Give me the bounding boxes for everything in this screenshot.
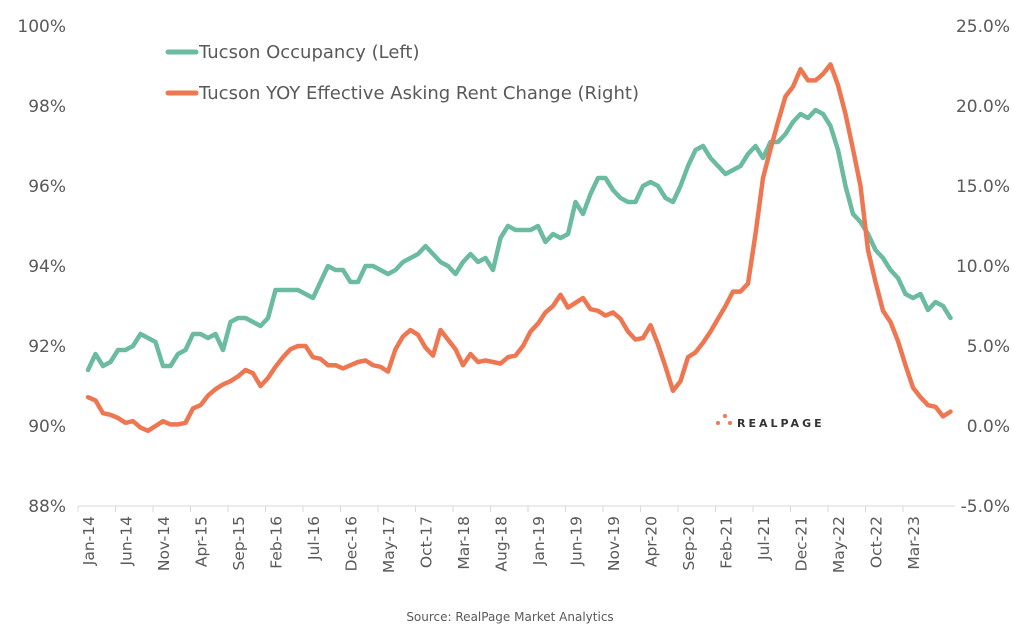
left-tick-label: 98% [28, 97, 66, 117]
logo-dots-icon [716, 414, 732, 425]
x-tick-label: Aug-18 [493, 516, 511, 572]
right-y-axis: -5.0% 0.0% 5.0% 10.0% 15.0% 20.0% 25.0% [956, 17, 1010, 517]
x-tick-label: Sep-20 [680, 516, 698, 571]
legend-label-occupancy: Tucson Occupancy (Left) [198, 42, 420, 63]
x-tick-label: Apr-20 [643, 516, 661, 567]
x-tick-label: Oct-17 [418, 516, 436, 568]
legend-label-rent: Tucson YOY Effective Asking Rent Change … [198, 83, 639, 104]
x-tick-label: Mar-23 [905, 516, 923, 570]
left-y-axis: 88% 90% 92% 94% 96% 98% 100% [17, 17, 66, 517]
logo-text: REALPAGE [737, 417, 825, 430]
right-tick-label: 10.0% [956, 257, 1010, 277]
source-label: Source: RealPage Market Analytics [406, 610, 613, 624]
x-tick-label: May-17 [380, 516, 398, 573]
x-tick-label: Jul-21 [755, 516, 773, 561]
x-tick-label: Feb-16 [268, 516, 286, 569]
left-tick-label: 100% [17, 17, 66, 37]
right-tick-label: -5.0% [961, 497, 1010, 517]
x-tick-label: Oct-22 [868, 516, 886, 568]
x-tick-label: Jul-16 [305, 516, 323, 561]
right-tick-label: 20.0% [956, 97, 1010, 117]
x-tick-label: Jan-19 [530, 516, 548, 566]
x-tick-label: Apr-15 [193, 516, 211, 567]
rent-change-line [85, 62, 953, 434]
x-tick-label: Jun-14 [118, 516, 136, 567]
x-tick-label: Feb-21 [718, 516, 736, 569]
x-tick-label: Dec-16 [343, 516, 361, 571]
right-tick-label: 25.0% [956, 17, 1010, 37]
x-tick-label: Nov-14 [155, 516, 173, 571]
left-tick-label: 96% [28, 177, 66, 197]
left-tick-label: 90% [28, 417, 66, 437]
x-tick-label: Nov-19 [605, 516, 623, 571]
occupancy-line [85, 107, 953, 373]
x-tick-label: Mar-18 [455, 516, 473, 570]
left-tick-label: 92% [28, 337, 66, 357]
x-tick-label: Dec-21 [793, 516, 811, 571]
right-tick-label: 15.0% [956, 177, 1010, 197]
legend: Tucson Occupancy (Left) Tucson YOY Effec… [165, 42, 639, 104]
x-axis: Jan-14 Jun-14 Nov-14 Apr-15 Sep-15 Feb-16 Jul-… [77, 505, 955, 573]
x-tick-label: Jun-19 [568, 516, 586, 567]
left-tick-label: 94% [28, 257, 66, 277]
x-tick-label: Jan-14 [80, 516, 98, 566]
right-tick-label: 5.0% [967, 337, 1010, 357]
x-tick-label: May-22 [830, 516, 848, 573]
left-tick-label: 88% [28, 497, 66, 517]
x-tick-label: Sep-15 [230, 516, 248, 571]
series-layer [85, 62, 953, 434]
realpage-logo: REALPAGE [716, 414, 825, 430]
right-tick-label: 0.0% [967, 417, 1010, 437]
